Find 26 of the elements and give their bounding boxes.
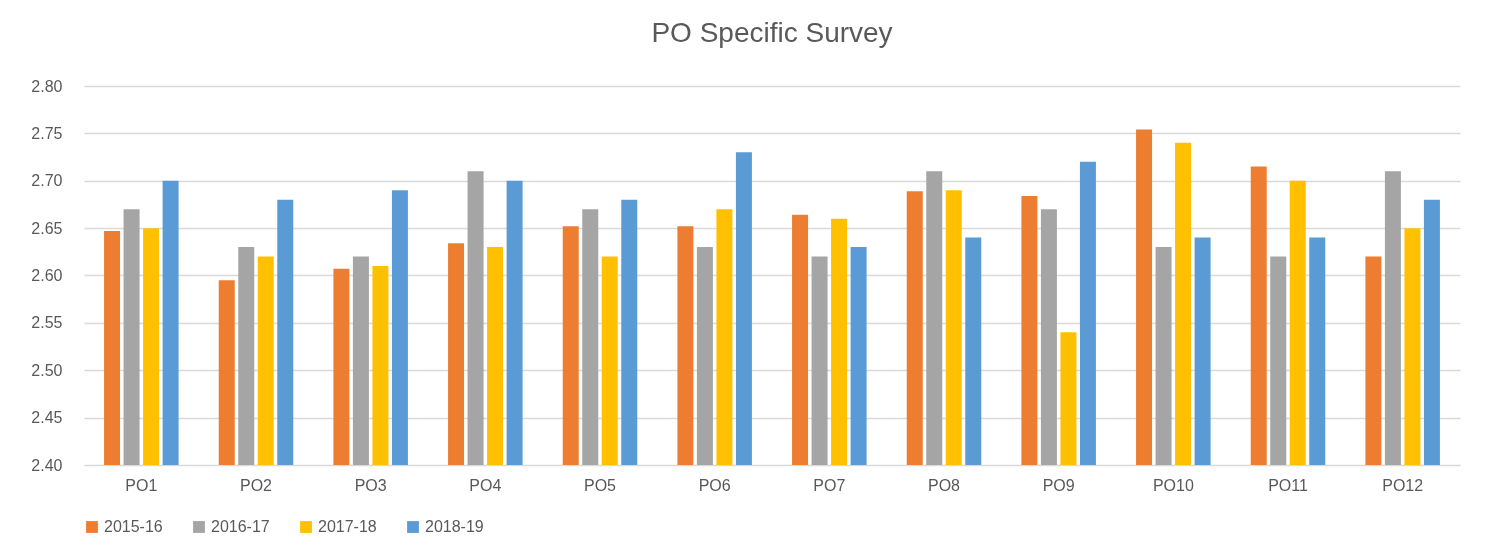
x-tick-label: PO4: [469, 476, 502, 494]
y-tick-label: 2.55: [31, 314, 63, 332]
x-tick-label: PO6: [698, 476, 731, 494]
x-tick-label: PO10: [1152, 476, 1194, 494]
chart-title: PO Specific Survey: [651, 17, 893, 48]
x-tick-label: PO1: [125, 476, 158, 494]
y-tick-label: 2.40: [31, 456, 63, 474]
x-tick-label: PO3: [354, 476, 387, 494]
y-tick-label: 2.75: [31, 124, 63, 142]
legend-label: 2017-18: [318, 518, 377, 535]
legend-label: 2015-16: [104, 518, 163, 535]
y-tick-label: 2.65: [31, 219, 63, 237]
legend-label: 2018-19: [425, 518, 484, 535]
legend-label: 2016-17: [211, 518, 270, 535]
y-tick-label: 2.50: [31, 361, 63, 379]
x-tick-label: PO8: [927, 476, 961, 494]
x-tick-label: PO7: [813, 476, 846, 494]
x-tick-label: PO9: [1042, 476, 1075, 494]
y-tick-label: 2.60: [31, 267, 63, 284]
x-tick-label: PO12: [1382, 476, 1424, 494]
x-tick-label: PO2: [239, 476, 273, 494]
y-tick-label: 2.80: [31, 77, 63, 95]
x-tick-label: PO5: [583, 476, 617, 494]
x-tick-label: PO11: [1268, 476, 1308, 494]
y-tick-label: 2.45: [31, 409, 63, 427]
y-tick-label: 2.70: [31, 172, 63, 190]
